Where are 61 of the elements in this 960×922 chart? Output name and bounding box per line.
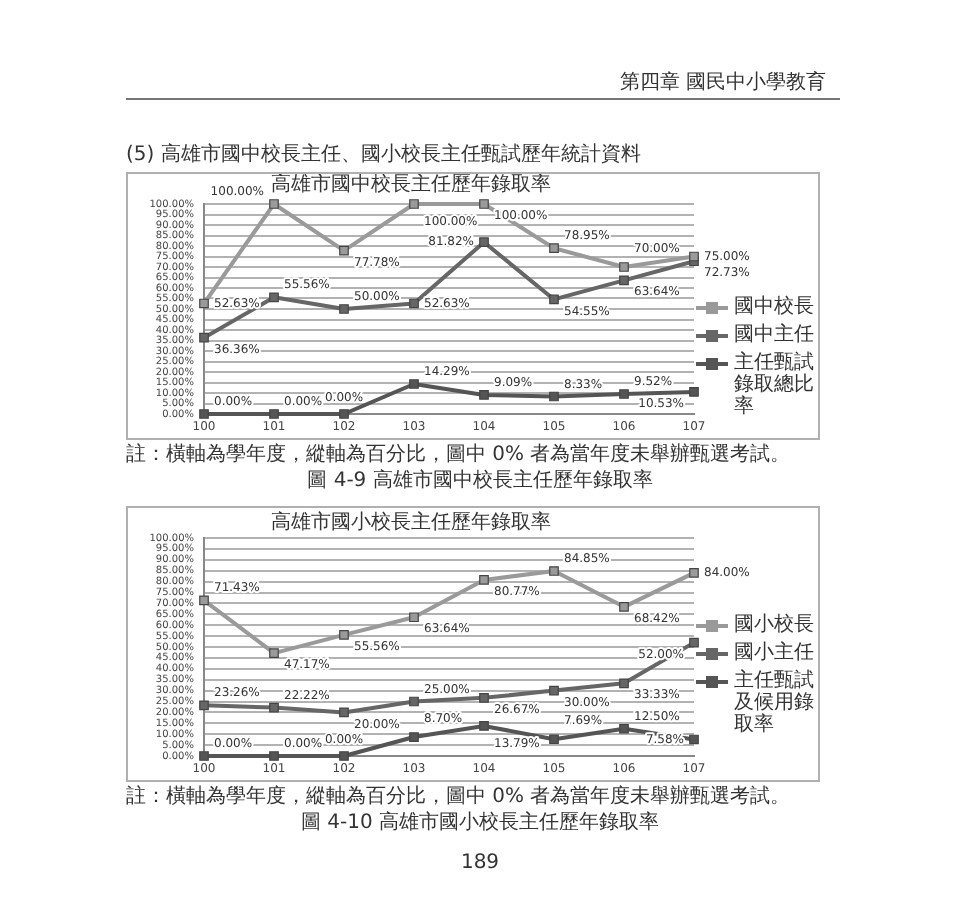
point [409, 199, 419, 209]
point [619, 678, 629, 689]
point [549, 685, 559, 696]
point [479, 721, 489, 731]
point [339, 409, 349, 419]
legend-label: 主任甄試及候用錄取率 [734, 670, 816, 736]
point [689, 637, 699, 648]
caption: 圖 4-9 高雄市國中校長主任歷年錄取率 [307, 470, 653, 494]
point [619, 602, 629, 612]
legend-label: 國中校長 [734, 296, 816, 318]
point [199, 751, 209, 761]
point [409, 732, 419, 742]
caption: 圖 4-10 高雄市國小校長主任歷年錄取率 [300, 812, 660, 836]
point [479, 199, 489, 209]
point [199, 409, 209, 419]
point [199, 595, 209, 606]
point [409, 379, 419, 389]
point [479, 575, 489, 585]
point [199, 298, 209, 309]
point [269, 292, 279, 303]
legend-label: 國小校長 [734, 614, 816, 636]
point [269, 702, 279, 713]
point [339, 707, 349, 718]
legend-label: 國小主任 [734, 642, 816, 664]
point [549, 566, 559, 576]
point [549, 391, 559, 402]
point [549, 243, 559, 254]
point [269, 648, 279, 659]
point [339, 751, 349, 761]
point [619, 275, 629, 286]
point [479, 693, 489, 703]
chart-title: 高雄市國小校長主任歷年錄取率 [271, 510, 551, 535]
point [689, 387, 699, 397]
point [619, 723, 629, 734]
text: 第四章 國民中小學教育 [619, 72, 826, 96]
point [269, 199, 279, 209]
point [409, 696, 419, 707]
text: 註：橫軸為學年度，縱軸為百分比，圖中 0% 者為當年度未舉辦甄選考試。 [126, 444, 791, 468]
point [199, 332, 209, 343]
point [339, 245, 349, 256]
point [689, 251, 699, 262]
legend-label: 國中主任 [734, 324, 816, 346]
text: 189 [460, 852, 500, 876]
point [619, 262, 629, 272]
point [549, 734, 559, 745]
point [619, 389, 629, 399]
point [409, 612, 419, 623]
point [269, 409, 279, 419]
text: (5) 高雄市國中校長主任、國小校長主任甄試歷年統計資料 [126, 144, 641, 168]
point [689, 568, 699, 578]
point [549, 294, 559, 305]
point [269, 751, 279, 761]
text: 註：橫軸為學年度，縱軸為百分比，圖中 0% 者為當年度未舉辦甄選考試。 [126, 786, 791, 810]
point [409, 298, 419, 309]
legend-label: 主任甄試錄取總比率 [734, 352, 816, 418]
point [479, 237, 489, 248]
point [339, 304, 349, 314]
point [479, 390, 489, 400]
point [199, 700, 209, 711]
point [339, 630, 349, 640]
point [689, 734, 699, 745]
